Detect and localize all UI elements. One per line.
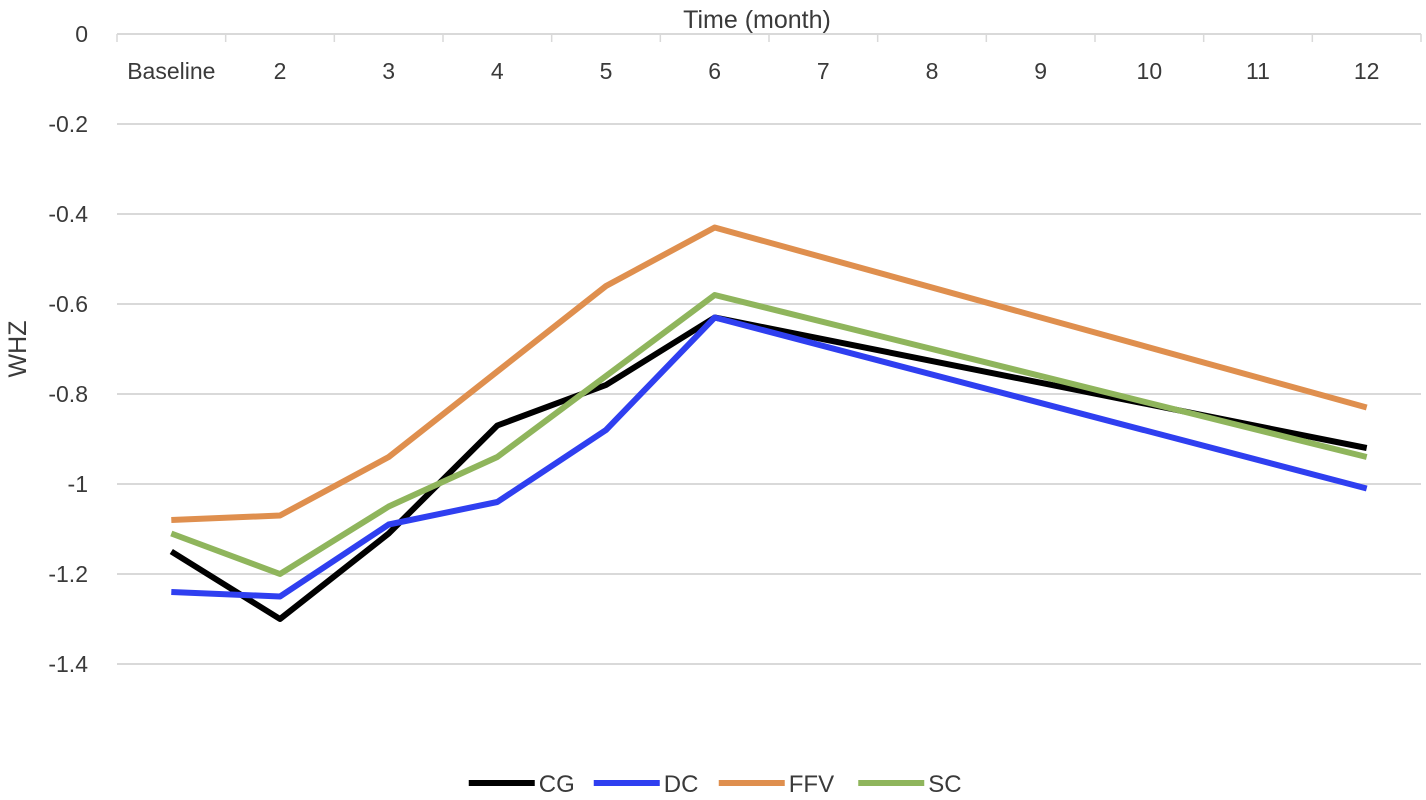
x-tick-label: Baseline <box>127 58 215 84</box>
x-tick-label: 7 <box>817 58 830 84</box>
y-tick-label: -1.4 <box>48 651 88 677</box>
legend-label: SC <box>928 771 961 798</box>
legend-item-dc: DC <box>593 771 699 798</box>
x-tick-label: 12 <box>1354 58 1380 84</box>
y-tick-label: -0.4 <box>48 201 88 227</box>
y-tick-labels: 0 -0.2 -0.4 -0.6 -0.8 -1 -1.2 -1.4 <box>48 21 88 677</box>
y-axis-title: WHZ <box>4 321 32 378</box>
series-line-dc <box>171 314 1368 600</box>
series-line-sc <box>170 292 1368 577</box>
y-tick-label: 0 <box>75 21 88 47</box>
x-tick-label: 6 <box>708 58 721 84</box>
series-line-ffv <box>171 224 1368 523</box>
legend-item-ffv: FFV <box>718 771 834 798</box>
x-tick-labels: Baseline 2 3 4 5 6 7 8 9 10 11 12 <box>127 58 1379 84</box>
legend-label: CG <box>539 771 575 798</box>
gridlines <box>117 33 1421 665</box>
legend: CG DC FFV SC <box>468 771 962 798</box>
y-tick-label: -0.2 <box>48 111 88 137</box>
y-tick-label: -1 <box>68 471 88 497</box>
y-tick-label: -0.8 <box>48 381 88 407</box>
legend-item-sc: SC <box>858 771 962 798</box>
x-tick-label: 10 <box>1137 58 1163 84</box>
y-tick-label: -0.6 <box>48 291 88 317</box>
x-tick-label: 5 <box>600 58 613 84</box>
x-tick-label: 4 <box>491 58 504 84</box>
legend-label: DC <box>664 771 699 798</box>
y-tick-label: -1.2 <box>48 561 88 587</box>
legend-label: FFV <box>789 771 834 798</box>
x-tick-label: 2 <box>274 58 287 84</box>
x-tick-label: 3 <box>382 58 395 84</box>
x-tick-label: 9 <box>1034 58 1047 84</box>
x-tick-label: 11 <box>1246 58 1270 84</box>
category-ticks <box>116 34 1422 42</box>
series-lines <box>169 224 1368 622</box>
x-axis-title: Time (month) <box>683 6 831 34</box>
x-tick-label: 8 <box>926 58 939 84</box>
legend-item-cg: CG <box>468 771 575 798</box>
